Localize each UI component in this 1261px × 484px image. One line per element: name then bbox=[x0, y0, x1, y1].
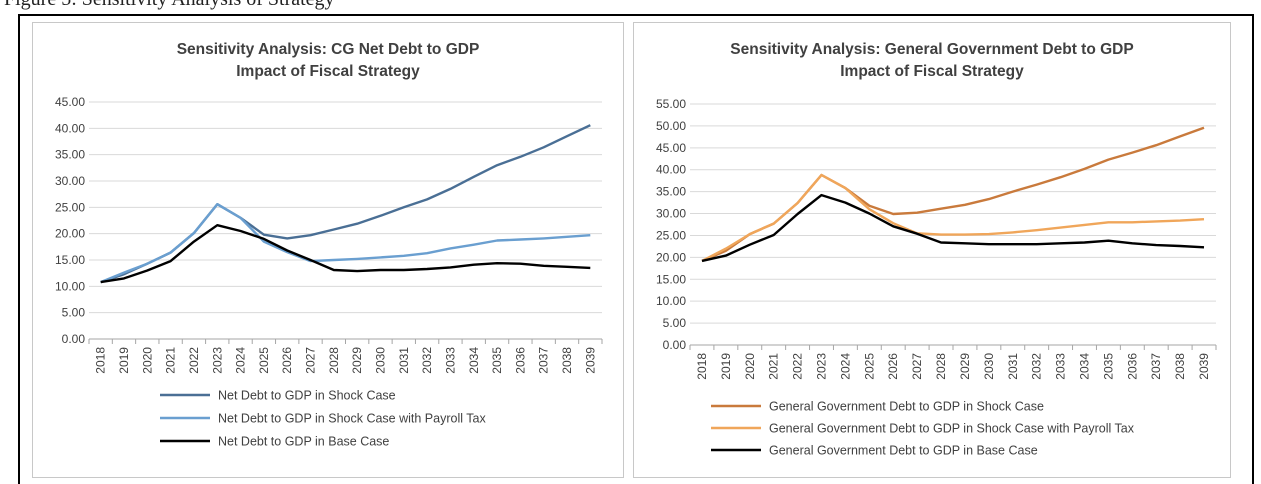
series-line-2 bbox=[701, 173, 1205, 262]
x-tick-label: 2023 bbox=[815, 353, 829, 380]
y-tick-label: 35.00 bbox=[55, 148, 85, 162]
y-tick-label: 20.00 bbox=[55, 227, 85, 241]
legend-label-2: Net Debt to GDP in Shock Case with Payro… bbox=[218, 412, 486, 426]
x-tick-label: 2038 bbox=[1173, 353, 1187, 380]
y-tick-label: 35.00 bbox=[656, 185, 686, 199]
legend-label-3: Net Debt to GDP in Base Case bbox=[218, 435, 389, 449]
x-tick-label: 2029 bbox=[350, 347, 364, 374]
page-header-text: Figure 5: Sensitivity Analysis of Strate… bbox=[4, 0, 335, 11]
x-tick-label: 2026 bbox=[886, 353, 900, 380]
y-tick-label: 0.00 bbox=[62, 332, 86, 346]
x-tick-label: 2020 bbox=[140, 347, 154, 374]
legend-label-3: General Government Debt to GDP in Base C… bbox=[769, 444, 1038, 458]
chart-title: Sensitivity Analysis: General Government… bbox=[730, 41, 1133, 58]
y-tick-label: 40.00 bbox=[55, 121, 85, 135]
y-tick-label: 45.00 bbox=[55, 95, 85, 109]
y-tick-label: 30.00 bbox=[55, 174, 85, 188]
y-tick-label: 25.00 bbox=[55, 200, 85, 214]
series-line-3 bbox=[100, 223, 591, 284]
x-tick-label: 2023 bbox=[210, 347, 224, 374]
x-tick-label: 2036 bbox=[513, 347, 527, 374]
y-tick-label: 15.00 bbox=[656, 272, 686, 286]
x-tick-label: 2037 bbox=[1149, 353, 1163, 380]
x-tick-label: 2021 bbox=[164, 347, 178, 374]
x-tick-label: 2018 bbox=[695, 353, 709, 380]
x-tick-label: 2027 bbox=[304, 347, 318, 374]
y-tick-label: 50.00 bbox=[656, 119, 686, 133]
x-tick-label: 2039 bbox=[1197, 353, 1211, 380]
chart-net-debt: Sensitivity Analysis: CG Net Debt to GDP… bbox=[55, 41, 603, 449]
series-line-3 bbox=[701, 193, 1205, 263]
x-tick-label: 2032 bbox=[420, 347, 434, 374]
y-tick-label: 40.00 bbox=[656, 163, 686, 177]
x-tick-label: 2038 bbox=[560, 347, 574, 374]
x-tick-label: 2031 bbox=[397, 347, 411, 374]
chart-subtitle: Impact of Fiscal Strategy bbox=[236, 63, 420, 80]
x-tick-label: 2027 bbox=[910, 353, 924, 380]
x-tick-label: 2035 bbox=[1101, 353, 1115, 380]
x-tick-label: 2036 bbox=[1125, 353, 1139, 380]
y-tick-label: 0.00 bbox=[663, 338, 687, 352]
x-tick-label: 2024 bbox=[234, 347, 248, 374]
x-tick-label: 2018 bbox=[94, 347, 108, 374]
x-tick-label: 2032 bbox=[1030, 353, 1044, 380]
x-tick-label: 2034 bbox=[467, 347, 481, 374]
chart-title: Sensitivity Analysis: CG Net Debt to GDP bbox=[177, 41, 480, 58]
y-tick-label: 25.00 bbox=[656, 228, 686, 242]
x-tick-label: 2039 bbox=[583, 347, 597, 374]
x-tick-label: 2035 bbox=[490, 347, 504, 374]
legend-label-1: General Government Debt to GDP in Shock … bbox=[769, 400, 1044, 414]
y-tick-label: 15.00 bbox=[55, 253, 85, 267]
y-tick-label: 5.00 bbox=[62, 306, 86, 320]
x-tick-label: 2022 bbox=[187, 347, 201, 374]
legend-label-1: Net Debt to GDP in Shock Case bbox=[218, 389, 396, 403]
x-tick-label: 2030 bbox=[373, 347, 387, 374]
page-header: Figure 5: Sensitivity Analysis of Strate… bbox=[0, 0, 1261, 16]
y-tick-label: 20.00 bbox=[656, 250, 686, 264]
x-tick-label: 2033 bbox=[1054, 353, 1068, 380]
chart-panel-net-debt: Sensitivity Analysis: CG Net Debt to GDP… bbox=[32, 22, 624, 478]
x-tick-label: 2025 bbox=[257, 347, 271, 374]
x-tick-label: 2037 bbox=[537, 347, 551, 374]
x-tick-label: 2034 bbox=[1078, 353, 1092, 380]
x-tick-label: 2019 bbox=[117, 347, 131, 374]
y-tick-label: 45.00 bbox=[656, 141, 686, 155]
x-tick-label: 2028 bbox=[327, 347, 341, 374]
x-tick-label: 2024 bbox=[838, 353, 852, 380]
figure-frame bbox=[18, 14, 1254, 484]
x-tick-label: 2020 bbox=[743, 353, 757, 380]
chart-general-government-debt: Sensitivity Analysis: General Government… bbox=[656, 41, 1217, 458]
x-tick-label: 2031 bbox=[1006, 353, 1020, 380]
chart-panel-general-debt: Sensitivity Analysis: General Government… bbox=[633, 22, 1231, 478]
y-tick-label: 10.00 bbox=[656, 294, 686, 308]
x-tick-label: 2021 bbox=[767, 353, 781, 380]
y-tick-label: 10.00 bbox=[55, 279, 85, 293]
y-tick-label: 55.00 bbox=[656, 97, 686, 111]
chart-subtitle: Impact of Fiscal Strategy bbox=[840, 63, 1024, 80]
x-tick-label: 2025 bbox=[862, 353, 876, 380]
y-tick-label: 30.00 bbox=[656, 207, 686, 221]
x-tick-label: 2033 bbox=[443, 347, 457, 374]
series-line-2 bbox=[100, 202, 591, 284]
x-tick-label: 2019 bbox=[719, 353, 733, 380]
x-tick-label: 2029 bbox=[958, 353, 972, 380]
x-tick-label: 2026 bbox=[280, 347, 294, 374]
x-tick-label: 2022 bbox=[791, 353, 805, 380]
x-tick-label: 2030 bbox=[982, 353, 996, 380]
x-tick-label: 2028 bbox=[934, 353, 948, 380]
legend-label-2: General Government Debt to GDP in Shock … bbox=[769, 422, 1135, 436]
y-tick-label: 5.00 bbox=[663, 316, 687, 330]
